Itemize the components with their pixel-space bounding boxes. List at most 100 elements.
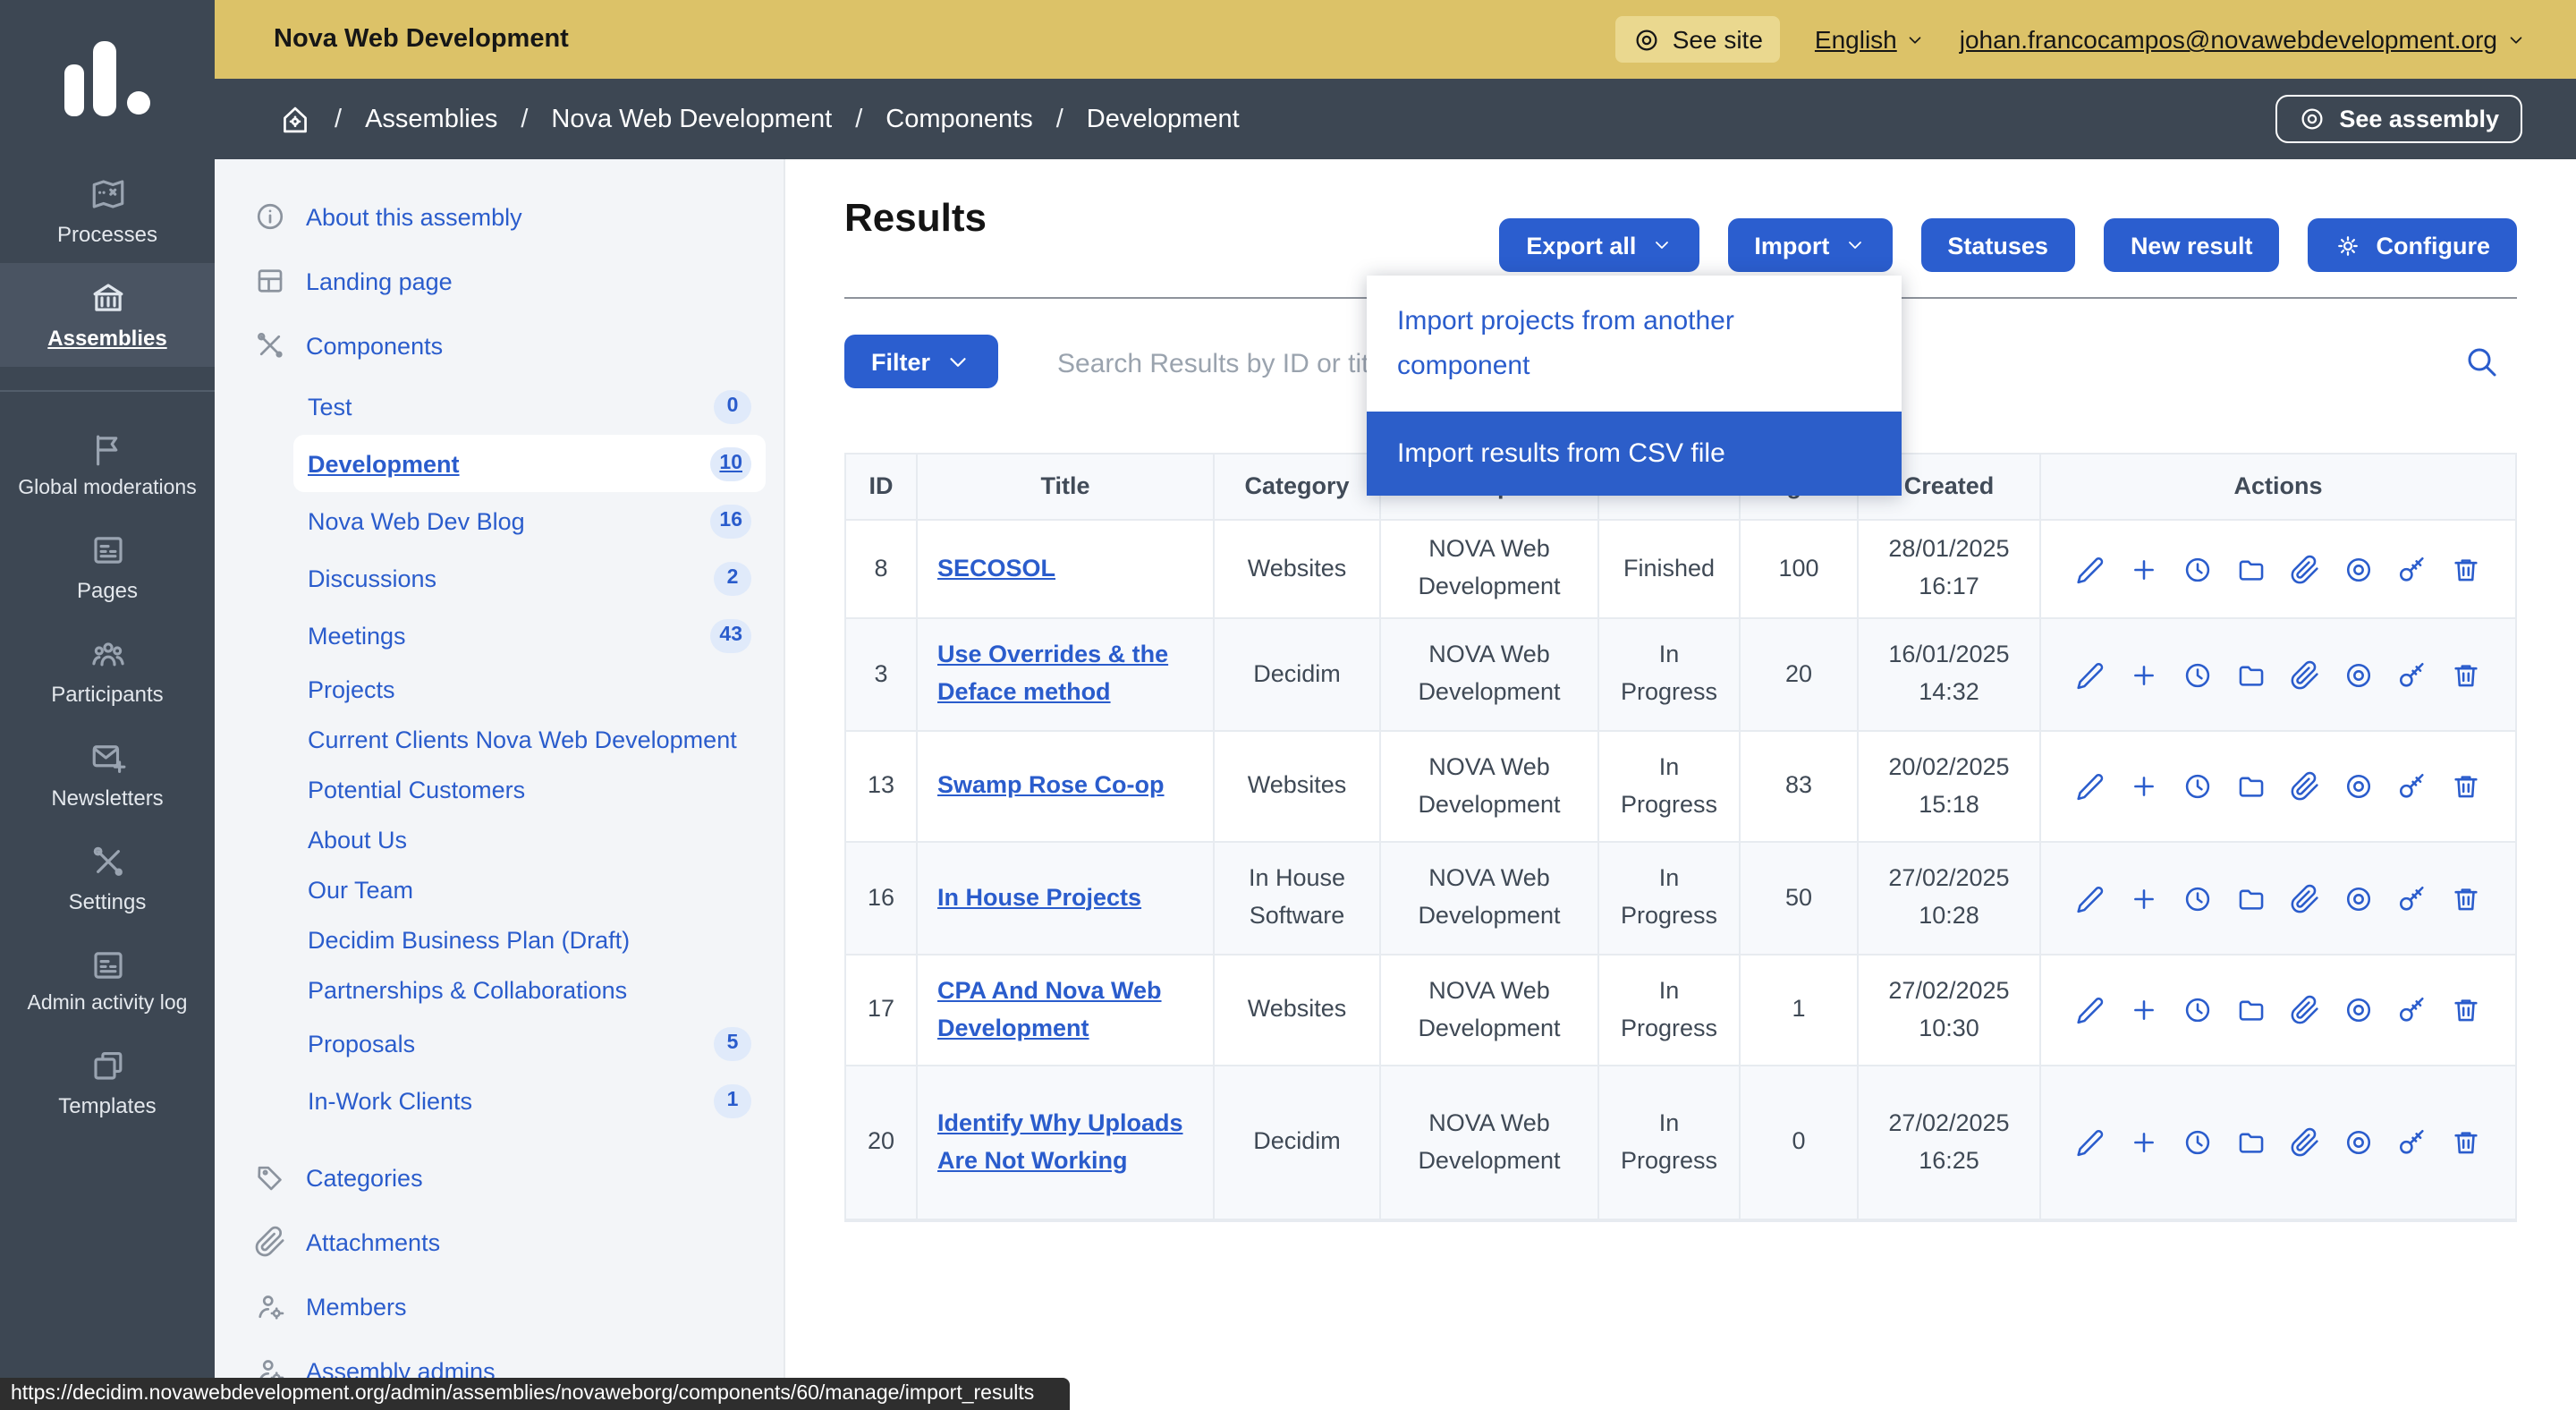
component-item-in-work-clients[interactable]: In-Work Clients1 [293, 1072, 766, 1129]
rail-item-global-moderations[interactable]: Global moderations [0, 415, 215, 515]
sidebar-item-members[interactable]: Members [215, 1274, 784, 1338]
projects-action-icon[interactable] [2236, 883, 2267, 913]
sidebar-item-attachments[interactable]: Attachments [215, 1210, 784, 1274]
add-action-icon[interactable] [2129, 659, 2159, 690]
user-menu[interactable]: johan.francocampos@novawebdevelopment.or… [1960, 25, 2526, 54]
preview-action-icon[interactable] [2343, 883, 2374, 913]
result-title-link[interactable]: Swamp Rose Co-op [937, 768, 1165, 805]
component-item-partnerships-collaborations[interactable]: Partnerships & Collaborations [293, 964, 766, 1015]
see-assembly-button[interactable]: See assembly [2275, 95, 2522, 143]
preview-action-icon[interactable] [2343, 995, 2374, 1025]
edit-action-icon[interactable] [2075, 1127, 2106, 1158]
sidebar-item-landing-page[interactable]: Landing page [215, 249, 784, 313]
component-item-current-clients-nova-web-development[interactable]: Current Clients Nova Web Development [293, 714, 766, 764]
permissions-action-icon[interactable] [2397, 995, 2428, 1025]
history-action-icon[interactable] [2182, 883, 2213, 913]
configure-button[interactable]: Configure [2309, 218, 2518, 272]
home-icon[interactable] [279, 103, 311, 135]
sidebar-item-categories[interactable]: Categories [215, 1145, 784, 1210]
add-action-icon[interactable] [2129, 771, 2159, 802]
component-item-test[interactable]: Test0 [293, 378, 766, 435]
result-title-link[interactable]: Identify Why Uploads Are Not Working [937, 1105, 1199, 1180]
sidebar-item-components[interactable]: Components [215, 313, 784, 378]
edit-action-icon[interactable] [2075, 995, 2106, 1025]
component-item-meetings[interactable]: Meetings43 [293, 607, 766, 664]
breadcrumb-link-nova-web-development[interactable]: Nova Web Development [551, 105, 832, 133]
edit-action-icon[interactable] [2075, 771, 2106, 802]
permissions-action-icon[interactable] [2397, 554, 2428, 584]
rail-item-assemblies[interactable]: Assemblies [0, 263, 215, 367]
see-site-button[interactable]: See site [1615, 16, 1781, 63]
rail-item-processes[interactable]: Processes [0, 159, 215, 263]
attachments-action-icon[interactable] [2290, 659, 2320, 690]
decidim-logo[interactable] [0, 0, 215, 159]
export-all-button[interactable]: Export all [1499, 218, 1699, 272]
projects-action-icon[interactable] [2236, 995, 2267, 1025]
add-action-icon[interactable] [2129, 883, 2159, 913]
permissions-action-icon[interactable] [2397, 883, 2428, 913]
history-action-icon[interactable] [2182, 1127, 2213, 1158]
statuses-button[interactable]: Statuses [1920, 218, 2075, 272]
preview-action-icon[interactable] [2343, 659, 2374, 690]
delete-action-icon[interactable] [2451, 659, 2481, 690]
language-selector[interactable]: English [1815, 25, 1926, 54]
attachments-action-icon[interactable] [2290, 1127, 2320, 1158]
preview-action-icon[interactable] [2343, 1127, 2374, 1158]
permissions-action-icon[interactable] [2397, 659, 2428, 690]
breadcrumb-link-development[interactable]: Development [1087, 105, 1240, 133]
delete-action-icon[interactable] [2451, 995, 2481, 1025]
sidebar-item-about-this-assembly[interactable]: About this assembly [215, 184, 784, 249]
permissions-action-icon[interactable] [2397, 1127, 2428, 1158]
delete-action-icon[interactable] [2451, 883, 2481, 913]
component-item-development[interactable]: Development10 [293, 435, 766, 492]
preview-action-icon[interactable] [2343, 771, 2374, 802]
projects-action-icon[interactable] [2236, 1127, 2267, 1158]
rail-item-admin-activity-log[interactable]: Admin activity log [0, 930, 215, 1031]
component-item-nova-web-dev-blog[interactable]: Nova Web Dev Blog16 [293, 492, 766, 549]
rail-item-newsletters[interactable]: Newsletters [0, 723, 215, 827]
component-item-discussions[interactable]: Discussions2 [293, 549, 766, 607]
permissions-action-icon[interactable] [2397, 771, 2428, 802]
delete-action-icon[interactable] [2451, 554, 2481, 584]
attachments-action-icon[interactable] [2290, 995, 2320, 1025]
result-title-link[interactable]: SECOSOL [937, 550, 1055, 588]
import-menu-item-import-projects-from-another-component[interactable]: Import projects from another component [1367, 276, 1902, 412]
add-action-icon[interactable] [2129, 1127, 2159, 1158]
add-action-icon[interactable] [2129, 995, 2159, 1025]
attachments-action-icon[interactable] [2290, 771, 2320, 802]
attachments-action-icon[interactable] [2290, 883, 2320, 913]
component-item-proposals[interactable]: Proposals5 [293, 1015, 766, 1072]
filter-button[interactable]: Filter [844, 335, 998, 388]
import-button[interactable]: Import [1727, 218, 1892, 272]
projects-action-icon[interactable] [2236, 659, 2267, 690]
add-action-icon[interactable] [2129, 554, 2159, 584]
rail-item-templates[interactable]: Templates [0, 1031, 215, 1134]
component-item-projects[interactable]: Projects [293, 664, 766, 714]
projects-action-icon[interactable] [2236, 771, 2267, 802]
result-title-link[interactable]: CPA And Nova Web Development [937, 973, 1199, 1048]
history-action-icon[interactable] [2182, 995, 2213, 1025]
history-action-icon[interactable] [2182, 554, 2213, 584]
import-menu-item-import-results-from-csv-file[interactable]: Import results from CSV file [1367, 412, 1902, 496]
delete-action-icon[interactable] [2451, 771, 2481, 802]
edit-action-icon[interactable] [2075, 554, 2106, 584]
preview-action-icon[interactable] [2343, 554, 2374, 584]
rail-item-participants[interactable]: Participants [0, 619, 215, 723]
history-action-icon[interactable] [2182, 659, 2213, 690]
search-icon[interactable] [2463, 344, 2499, 379]
breadcrumb-link-assemblies[interactable]: Assemblies [365, 105, 497, 133]
component-item-decidim-business-plan-draft[interactable]: Decidim Business Plan (Draft) [293, 914, 766, 964]
component-item-our-team[interactable]: Our Team [293, 864, 766, 914]
attachments-action-icon[interactable] [2290, 554, 2320, 584]
history-action-icon[interactable] [2182, 771, 2213, 802]
delete-action-icon[interactable] [2451, 1127, 2481, 1158]
component-item-potential-customers[interactable]: Potential Customers [293, 764, 766, 814]
edit-action-icon[interactable] [2075, 883, 2106, 913]
rail-item-settings[interactable]: Settings [0, 827, 215, 930]
projects-action-icon[interactable] [2236, 554, 2267, 584]
breadcrumb-link-components[interactable]: Components [886, 105, 1032, 133]
new-result-button[interactable]: New result [2104, 218, 2280, 272]
rail-item-pages[interactable]: Pages [0, 515, 215, 619]
edit-action-icon[interactable] [2075, 659, 2106, 690]
result-title-link[interactable]: In House Projects [937, 879, 1141, 917]
